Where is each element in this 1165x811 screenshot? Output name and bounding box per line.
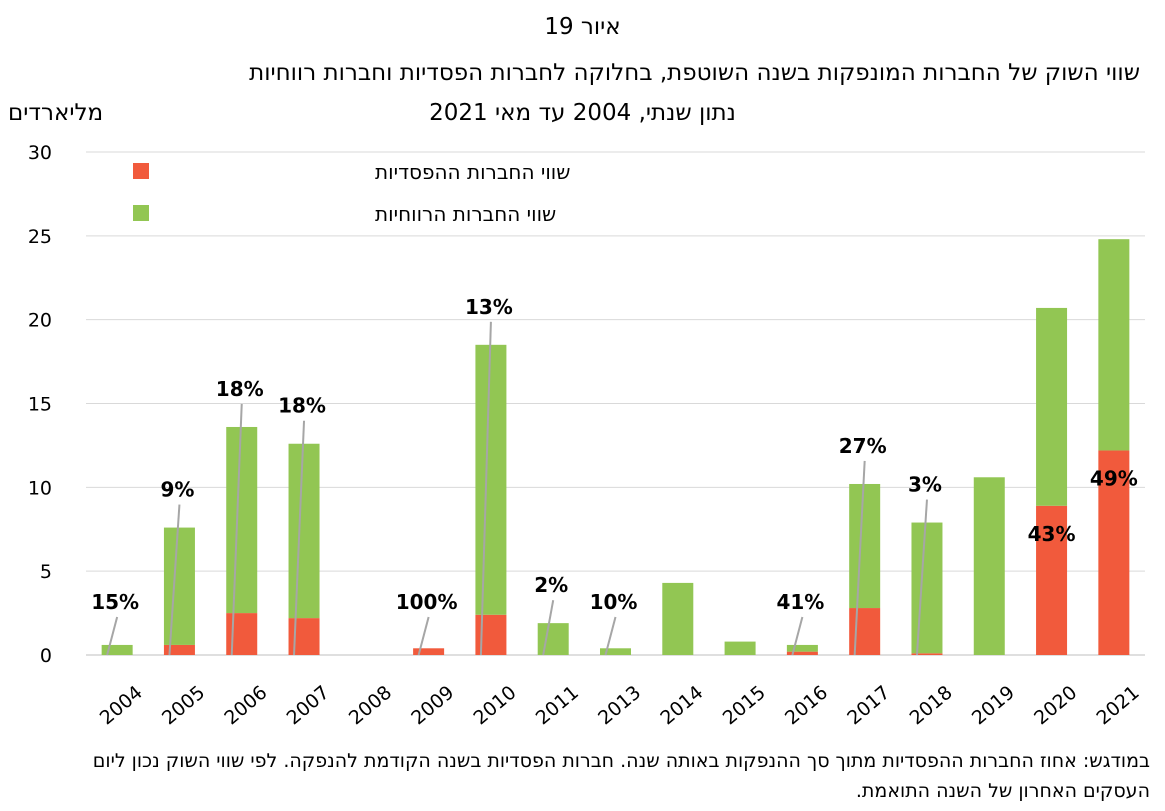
bar-profit-2019 — [973, 477, 1005, 655]
pct-label: 15% — [91, 590, 139, 614]
chart-title: שווי השוק של החברות המונפקות בשנה השוטפת… — [249, 60, 1140, 86]
bar-profit-2016 — [786, 644, 818, 652]
x-tick-label: 2007 — [283, 681, 334, 729]
bar-profit-2017 — [849, 483, 881, 609]
x-tick-label: 2006 — [220, 681, 271, 729]
pct-label: 3% — [908, 473, 942, 497]
pct-leader-line — [791, 616, 804, 656]
pct-label: 2% — [534, 573, 568, 597]
bar-profit-2006 — [226, 426, 258, 614]
pct-label: 18% — [216, 377, 264, 401]
pct-label: 18% — [278, 394, 326, 418]
bar-loss-2009 — [413, 648, 445, 655]
bar-profit-2005 — [163, 527, 195, 645]
y-axis-unit-label: מליארדים — [8, 100, 104, 126]
bar-loss-2010 — [475, 614, 507, 655]
pct-label: 41% — [776, 590, 824, 614]
legend-swatch-loss — [133, 163, 149, 179]
pct-label: 10% — [590, 590, 638, 614]
bar-loss-2020 — [1036, 505, 1068, 655]
pct-leader-line — [168, 504, 181, 656]
bar-loss-2005 — [163, 644, 195, 655]
bar-profit-2021 — [1098, 239, 1130, 451]
pct-label: 13% — [465, 295, 513, 319]
y-tick-label: 0 — [40, 645, 52, 667]
x-tick-label: 2013 — [594, 681, 645, 729]
legend-label-loss: שווי החברות ההפסדיות — [375, 160, 570, 184]
footnote: במודגש: אחוז החברות ההפסדיות מתוך סך ההנ… — [92, 750, 1150, 802]
bar-profit-2010 — [475, 344, 507, 615]
bar-loss-2007 — [288, 618, 320, 655]
x-tick-label: 2011 — [532, 681, 583, 729]
bar-loss-2017 — [849, 608, 881, 655]
pct-leader-line — [853, 460, 866, 656]
x-tick-label: 2005 — [158, 681, 209, 729]
figure-label: איור 19 — [544, 14, 621, 40]
x-tick-label: 2018 — [906, 681, 957, 729]
legend-label-profit: שווי החברות הרווחיות — [375, 202, 556, 226]
bar-loss-2018 — [911, 653, 943, 655]
x-tick-label: 2019 — [968, 681, 1019, 729]
pct-label: 27% — [839, 434, 887, 458]
chart-subtitle: נתון שנתי, 2004 עד מאי 2021 — [429, 100, 736, 126]
pct-leader-line — [479, 321, 492, 656]
legend-swatch-profit — [133, 205, 149, 221]
x-tick-label: 2020 — [1030, 681, 1081, 729]
x-tick-label: 2008 — [345, 681, 396, 729]
bar-profit-2013 — [600, 648, 631, 655]
x-tick-label: 2016 — [781, 681, 832, 729]
x-tick-label: 2021 — [1092, 681, 1143, 729]
y-tick-label: 10 — [28, 477, 52, 499]
pct-leader-line — [604, 616, 617, 656]
x-tick-label: 2010 — [469, 681, 520, 729]
pct-leader-line — [106, 616, 119, 656]
bar-profit-2004 — [101, 644, 133, 655]
x-tick-label: 2009 — [407, 681, 458, 729]
pct-label: 49% — [1090, 466, 1138, 490]
y-tick-label: 25 — [28, 226, 52, 248]
pct-leader-line — [417, 616, 430, 656]
bar-loss-2006 — [226, 613, 258, 655]
bar-profit-2020 — [1036, 307, 1068, 506]
bar-profit-2011 — [537, 623, 569, 655]
x-tick-label: 2015 — [719, 681, 770, 729]
bar-profit-2007 — [288, 443, 320, 619]
bar-profit-2014 — [662, 582, 694, 655]
pct-leader-line — [915, 499, 928, 656]
pct-leader-line — [293, 420, 306, 656]
pct-label: 43% — [1028, 522, 1076, 546]
bar-profit-2018 — [911, 522, 943, 654]
pct-leader-line — [542, 599, 555, 656]
bar-loss-2021 — [1098, 450, 1130, 655]
y-tick-label: 30 — [28, 142, 52, 164]
y-tick-label: 20 — [28, 310, 52, 332]
pct-leader-line — [230, 403, 243, 656]
y-tick-label: 15 — [28, 394, 52, 416]
bar-loss-2016 — [786, 651, 818, 655]
y-tick-label: 5 — [40, 561, 52, 583]
bar-profit-2015 — [724, 641, 756, 655]
x-tick-label: 2017 — [843, 681, 894, 729]
x-tick-label: 2014 — [656, 681, 707, 729]
pct-label: 100% — [396, 590, 458, 614]
x-tick-label: 2004 — [96, 681, 147, 729]
pct-label: 9% — [160, 478, 194, 502]
